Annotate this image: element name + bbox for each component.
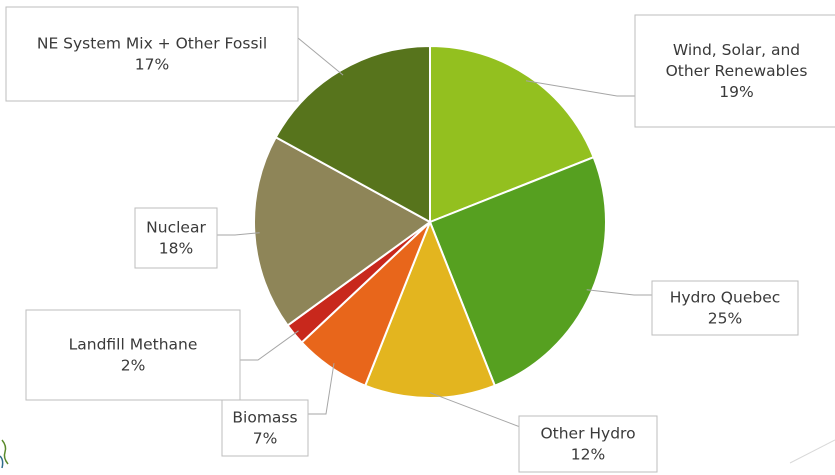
slice-value-label: 12% <box>571 446 605 464</box>
callout-box <box>221 399 309 457</box>
slice-value-label: 2% <box>121 357 146 375</box>
callout-0: Wind, Solar, and Other Renewables 19% <box>634 14 835 128</box>
slice-value-label: 19% <box>719 83 753 101</box>
slice-category-label: Other Hydro <box>540 425 635 443</box>
callout-box <box>5 6 299 102</box>
leader-line <box>525 80 635 97</box>
leader-line <box>586 289 652 296</box>
pie-slice-wind-solar-and-other-renewables <box>429 44 595 224</box>
slice-category-label: NE System Mix + Other Fossil <box>37 35 267 53</box>
slice-category-label: Biomass <box>232 409 297 427</box>
slice-category-label: Wind, Solar, and <box>673 41 800 59</box>
slice-category-label: Landfill Methane <box>69 336 198 354</box>
callout-6: NE System Mix + Other Fossil 17% <box>5 6 299 102</box>
callout-box <box>134 207 218 269</box>
leader-lines <box>217 37 652 431</box>
bottom-right-decoration <box>789 439 835 464</box>
slice-value-label: 25% <box>708 310 742 328</box>
slice-callouts: Wind, Solar, and Other Renewables 19% Hydro… <box>5 6 835 473</box>
callout-2: Other Hydro 12% <box>518 415 658 473</box>
slice-category-label: Hydro Quebec <box>670 289 781 307</box>
pie-slices <box>253 44 607 399</box>
leader-line <box>217 232 260 236</box>
callout-3: Biomass 7% <box>221 399 309 457</box>
callout-box <box>651 280 799 336</box>
slice-value-label: 7% <box>253 430 278 448</box>
callout-box <box>518 415 658 473</box>
leader-line <box>240 330 299 361</box>
callout-box <box>634 14 835 128</box>
callout-5: Nuclear 18% <box>134 207 218 269</box>
pie-slice-ne-system-mix-other-fossil <box>274 44 431 224</box>
slice-category-label: Other Renewables <box>666 62 808 80</box>
callout-1: Hydro Quebec 25% <box>651 280 799 336</box>
pie-slice-hydro-quebec <box>428 155 607 387</box>
leader-line <box>429 392 529 431</box>
corner-logo-fragment <box>0 439 9 469</box>
callout-box <box>25 309 241 401</box>
slice-category-label: Nuclear <box>146 219 206 237</box>
leader-line <box>297 37 344 76</box>
slice-value-label: 18% <box>159 240 193 258</box>
pie-slice-other-hydro <box>363 219 497 399</box>
callout-4: Landfill Methane 2% <box>25 309 241 401</box>
leader-line <box>308 363 335 415</box>
slice-value-label: 17% <box>135 56 169 74</box>
